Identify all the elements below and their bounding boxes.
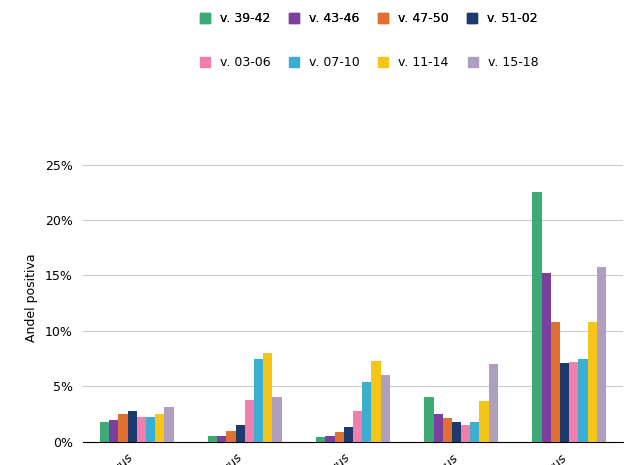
Bar xyxy=(424,398,434,442)
Bar xyxy=(226,431,236,442)
Bar xyxy=(588,322,597,442)
Bar xyxy=(335,432,344,442)
Bar xyxy=(488,364,498,442)
Bar xyxy=(128,411,137,442)
Bar xyxy=(597,266,606,442)
Bar xyxy=(344,427,353,442)
Legend: v. 39-42, v. 43-46, v. 47-50, v. 51-02: v. 39-42, v. 43-46, v. 47-50, v. 51-02 xyxy=(196,8,542,29)
Bar xyxy=(100,422,109,442)
Bar xyxy=(272,398,282,442)
Bar xyxy=(164,407,174,442)
Bar xyxy=(578,359,588,442)
Bar xyxy=(434,414,443,442)
Bar xyxy=(542,273,551,442)
Legend: v. 03-06, v. 07-10, v. 11-14, v. 15-18: v. 03-06, v. 07-10, v. 11-14, v. 15-18 xyxy=(196,53,542,73)
Bar xyxy=(461,425,470,442)
Bar xyxy=(470,422,480,442)
Bar xyxy=(380,375,390,442)
Bar xyxy=(316,437,326,442)
Bar xyxy=(245,399,254,442)
Bar xyxy=(208,436,218,442)
Bar xyxy=(146,418,155,442)
Bar xyxy=(452,422,461,442)
Bar xyxy=(551,322,560,442)
Bar xyxy=(362,382,371,442)
Bar xyxy=(480,401,488,442)
Bar xyxy=(218,436,226,442)
Bar xyxy=(118,414,128,442)
Bar xyxy=(263,353,272,442)
Bar xyxy=(443,418,452,442)
Bar xyxy=(109,419,118,442)
Bar xyxy=(254,359,263,442)
Bar xyxy=(155,414,164,442)
Y-axis label: Andel positiva: Andel positiva xyxy=(25,253,38,342)
Bar xyxy=(532,192,542,442)
Bar xyxy=(326,436,335,442)
Bar xyxy=(371,361,380,442)
Bar xyxy=(236,425,245,442)
Bar xyxy=(569,362,578,442)
Bar xyxy=(353,411,362,442)
Bar xyxy=(137,418,146,442)
Bar xyxy=(560,363,569,442)
